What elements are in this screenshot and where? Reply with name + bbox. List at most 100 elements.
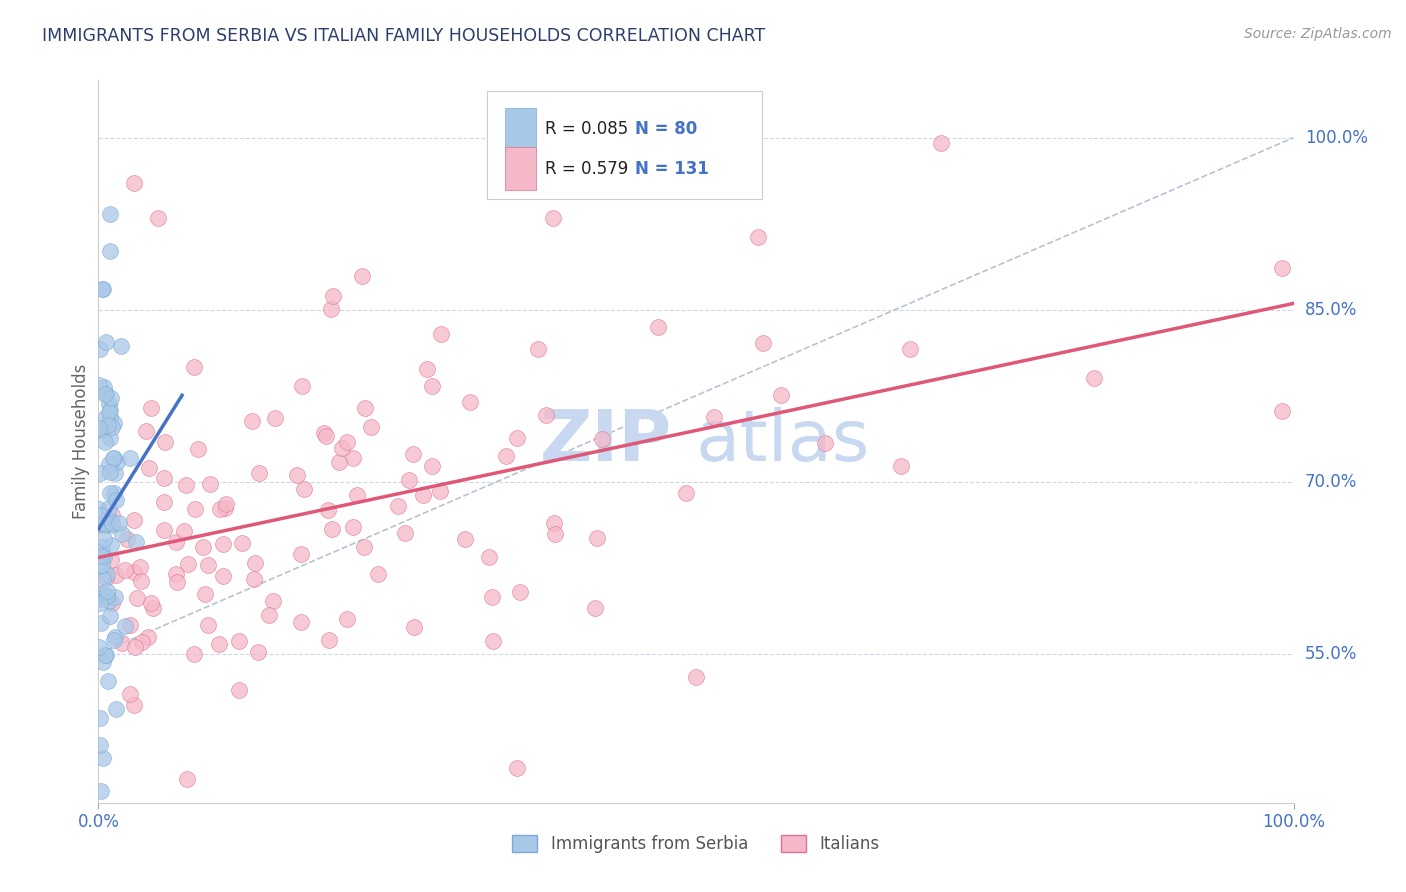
Point bbox=[103, 451, 125, 466]
Point bbox=[458, 395, 481, 409]
Point bbox=[94, 387, 117, 401]
Point bbox=[478, 549, 501, 564]
Legend: Immigrants from Serbia, Italians: Immigrants from Serbia, Italians bbox=[506, 828, 886, 860]
Point bbox=[541, 211, 564, 225]
Point bbox=[100, 552, 122, 566]
Point bbox=[315, 429, 337, 443]
Point bbox=[94, 648, 117, 663]
Text: 55.0%: 55.0% bbox=[1305, 645, 1357, 663]
Point bbox=[101, 597, 124, 611]
Point bbox=[214, 497, 236, 511]
Point bbox=[104, 568, 127, 582]
Point bbox=[94, 334, 117, 349]
Point bbox=[98, 432, 121, 446]
Point bbox=[153, 523, 176, 537]
Point bbox=[122, 565, 145, 579]
Point bbox=[98, 207, 121, 221]
Point bbox=[91, 655, 114, 669]
Point bbox=[412, 488, 434, 502]
Point bbox=[929, 136, 952, 150]
Point bbox=[100, 244, 122, 259]
Point bbox=[89, 423, 111, 437]
Point bbox=[124, 177, 146, 191]
Point bbox=[94, 410, 117, 425]
Point bbox=[104, 591, 127, 605]
Point bbox=[104, 493, 127, 508]
Point bbox=[212, 568, 235, 582]
Point bbox=[197, 558, 219, 573]
Point bbox=[1083, 371, 1105, 385]
Point bbox=[128, 559, 150, 574]
Point bbox=[346, 488, 368, 502]
Point bbox=[259, 607, 281, 622]
Text: ZIP: ZIP bbox=[540, 407, 672, 476]
Point bbox=[194, 587, 217, 601]
Point bbox=[165, 566, 187, 581]
Point bbox=[96, 589, 118, 603]
Point bbox=[96, 584, 118, 599]
Point bbox=[1271, 404, 1294, 418]
Point bbox=[814, 436, 837, 450]
Point bbox=[142, 601, 165, 615]
Point bbox=[103, 416, 125, 430]
Point bbox=[316, 502, 339, 516]
Point bbox=[89, 508, 111, 523]
Point bbox=[108, 516, 131, 530]
Point bbox=[101, 518, 124, 533]
Point bbox=[127, 591, 149, 606]
Point bbox=[118, 687, 141, 701]
Point bbox=[101, 508, 124, 522]
Point bbox=[506, 431, 529, 445]
Point bbox=[93, 751, 115, 765]
Point bbox=[87, 501, 110, 516]
Point bbox=[243, 573, 266, 587]
Point bbox=[97, 405, 120, 419]
Point bbox=[509, 585, 531, 599]
Point bbox=[454, 532, 477, 546]
Point bbox=[262, 594, 284, 608]
Point bbox=[183, 360, 205, 375]
Point bbox=[120, 451, 142, 466]
Point bbox=[402, 620, 425, 634]
Point bbox=[98, 513, 121, 527]
Point bbox=[96, 567, 118, 582]
Point bbox=[367, 567, 389, 582]
Point bbox=[93, 550, 115, 565]
Point bbox=[184, 502, 207, 516]
Point bbox=[703, 410, 725, 425]
Point bbox=[118, 618, 141, 632]
Point bbox=[166, 575, 188, 590]
Text: 100.0%: 100.0% bbox=[1305, 128, 1368, 146]
Point bbox=[263, 411, 285, 425]
Point bbox=[91, 548, 114, 562]
Point bbox=[93, 379, 115, 393]
Point bbox=[176, 772, 198, 786]
Point bbox=[152, 495, 174, 509]
Text: 85.0%: 85.0% bbox=[1305, 301, 1357, 318]
Point bbox=[685, 670, 707, 684]
Point bbox=[342, 451, 364, 466]
Point bbox=[87, 640, 110, 655]
Text: atlas: atlas bbox=[696, 407, 870, 476]
Point bbox=[98, 457, 121, 471]
Point bbox=[319, 301, 342, 316]
Point bbox=[240, 414, 263, 428]
Point bbox=[394, 526, 416, 541]
FancyBboxPatch shape bbox=[505, 147, 536, 190]
Point bbox=[228, 683, 250, 698]
Point bbox=[193, 540, 215, 554]
FancyBboxPatch shape bbox=[486, 91, 762, 200]
Point bbox=[247, 466, 270, 480]
Point bbox=[129, 574, 152, 589]
Point bbox=[96, 571, 118, 585]
Point bbox=[544, 526, 567, 541]
Point bbox=[94, 386, 117, 401]
Point bbox=[98, 410, 121, 425]
Point bbox=[94, 516, 117, 531]
Point bbox=[103, 633, 125, 648]
Point bbox=[398, 473, 420, 487]
Point bbox=[138, 460, 160, 475]
Point bbox=[353, 401, 375, 416]
Point bbox=[104, 631, 127, 645]
Point bbox=[290, 615, 312, 630]
